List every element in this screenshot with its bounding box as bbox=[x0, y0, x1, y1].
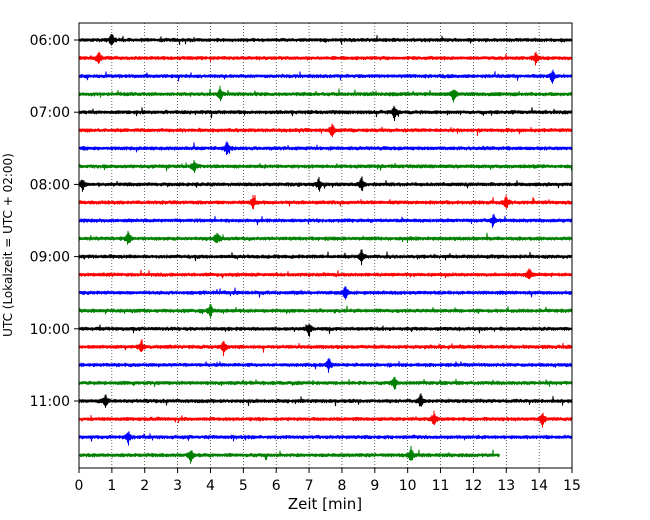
x-tick-label: 15 bbox=[563, 478, 581, 494]
trace-line bbox=[78, 33, 573, 46]
trace-line bbox=[78, 230, 573, 245]
grid-lines bbox=[111, 23, 540, 468]
trace-line bbox=[78, 213, 573, 228]
trace-line bbox=[78, 268, 573, 280]
trace-line bbox=[78, 286, 573, 300]
y-tick-label: 08:00 bbox=[30, 177, 70, 193]
x-tick-label: 12 bbox=[464, 478, 482, 494]
x-tick-label: 7 bbox=[305, 478, 314, 494]
x-axis-title: Zeit [min] bbox=[288, 495, 362, 513]
trace-line bbox=[78, 357, 573, 373]
trace-line bbox=[78, 85, 573, 103]
trace-line bbox=[78, 69, 573, 84]
trace-line bbox=[78, 51, 573, 66]
y-tick-label: 10:00 bbox=[30, 322, 70, 338]
x-tick-label: 3 bbox=[173, 478, 182, 494]
x-axis-ticks: 0 1 2 3 4 5 6 7 8 9 10 11 12 13 14 15 bbox=[75, 468, 581, 494]
trace-line bbox=[78, 249, 573, 266]
trace-line bbox=[78, 176, 573, 192]
trace-line bbox=[78, 304, 573, 319]
y-tick-label: 11:00 bbox=[30, 394, 70, 410]
trace-line bbox=[78, 159, 573, 173]
y-tick-label: 07:00 bbox=[30, 105, 70, 121]
y-tick-label: 09:00 bbox=[30, 250, 70, 266]
x-tick-label: 2 bbox=[140, 478, 149, 494]
plot-frame bbox=[78, 22, 573, 469]
trace-line bbox=[78, 194, 573, 210]
trace-line bbox=[78, 323, 573, 337]
x-tick-label: 8 bbox=[337, 478, 346, 494]
x-tick-label: 13 bbox=[497, 478, 515, 494]
y-axis-title: UTC (Lokalzeit = UTC + 02:00) bbox=[1, 153, 15, 337]
x-tick-label: 10 bbox=[399, 478, 417, 494]
trace-line bbox=[78, 376, 573, 390]
x-tick-label: 5 bbox=[239, 478, 248, 494]
x-tick-label: 14 bbox=[530, 478, 548, 494]
x-tick-label: 9 bbox=[370, 478, 379, 494]
trace-line bbox=[78, 410, 573, 428]
y-tick-label: 06:00 bbox=[30, 33, 70, 49]
x-tick-label: 0 bbox=[75, 478, 84, 494]
trace-line bbox=[78, 445, 500, 464]
trace-line bbox=[78, 431, 573, 446]
y-axis-ticks: 06:00 07:00 08:00 09:00 10:00 11:00 bbox=[30, 33, 79, 410]
x-tick-label: 1 bbox=[107, 478, 116, 494]
trace-line bbox=[78, 105, 573, 122]
trace-line bbox=[78, 123, 573, 138]
trace-line bbox=[78, 339, 573, 357]
x-tick-label: 6 bbox=[272, 478, 281, 494]
x-tick-label: 11 bbox=[432, 478, 450, 494]
seismic-traces bbox=[78, 33, 573, 464]
trace-line bbox=[78, 141, 573, 156]
trace-line bbox=[78, 393, 573, 408]
x-tick-label: 4 bbox=[206, 478, 215, 494]
